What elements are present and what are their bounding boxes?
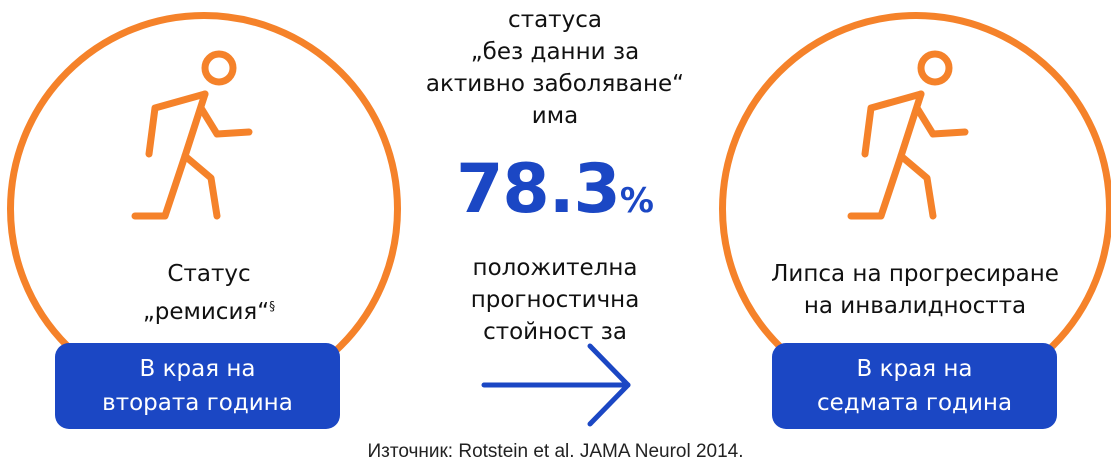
walking-person-icon bbox=[131, 50, 253, 220]
left-timepoint-badge: В края на втората година bbox=[55, 343, 340, 429]
source-citation: Източник: Rotstein et al. JAMA Neurol 20… bbox=[367, 441, 744, 462]
percentage-value: 78.3% bbox=[456, 150, 654, 229]
walking-person-icon bbox=[847, 50, 969, 220]
right-status-label: Липса на прогресиране на инвалидността bbox=[771, 261, 1059, 319]
left-status-label: Статус „ремисия“§ bbox=[142, 261, 276, 325]
arrow-right-icon bbox=[481, 343, 631, 427]
center-bottom-text: положителна прогностична стойност за bbox=[470, 255, 640, 345]
center-top-text: статуса „без данни за активно заболяване… bbox=[425, 7, 685, 129]
right-timepoint-badge: В края на седмата година bbox=[772, 343, 1057, 429]
